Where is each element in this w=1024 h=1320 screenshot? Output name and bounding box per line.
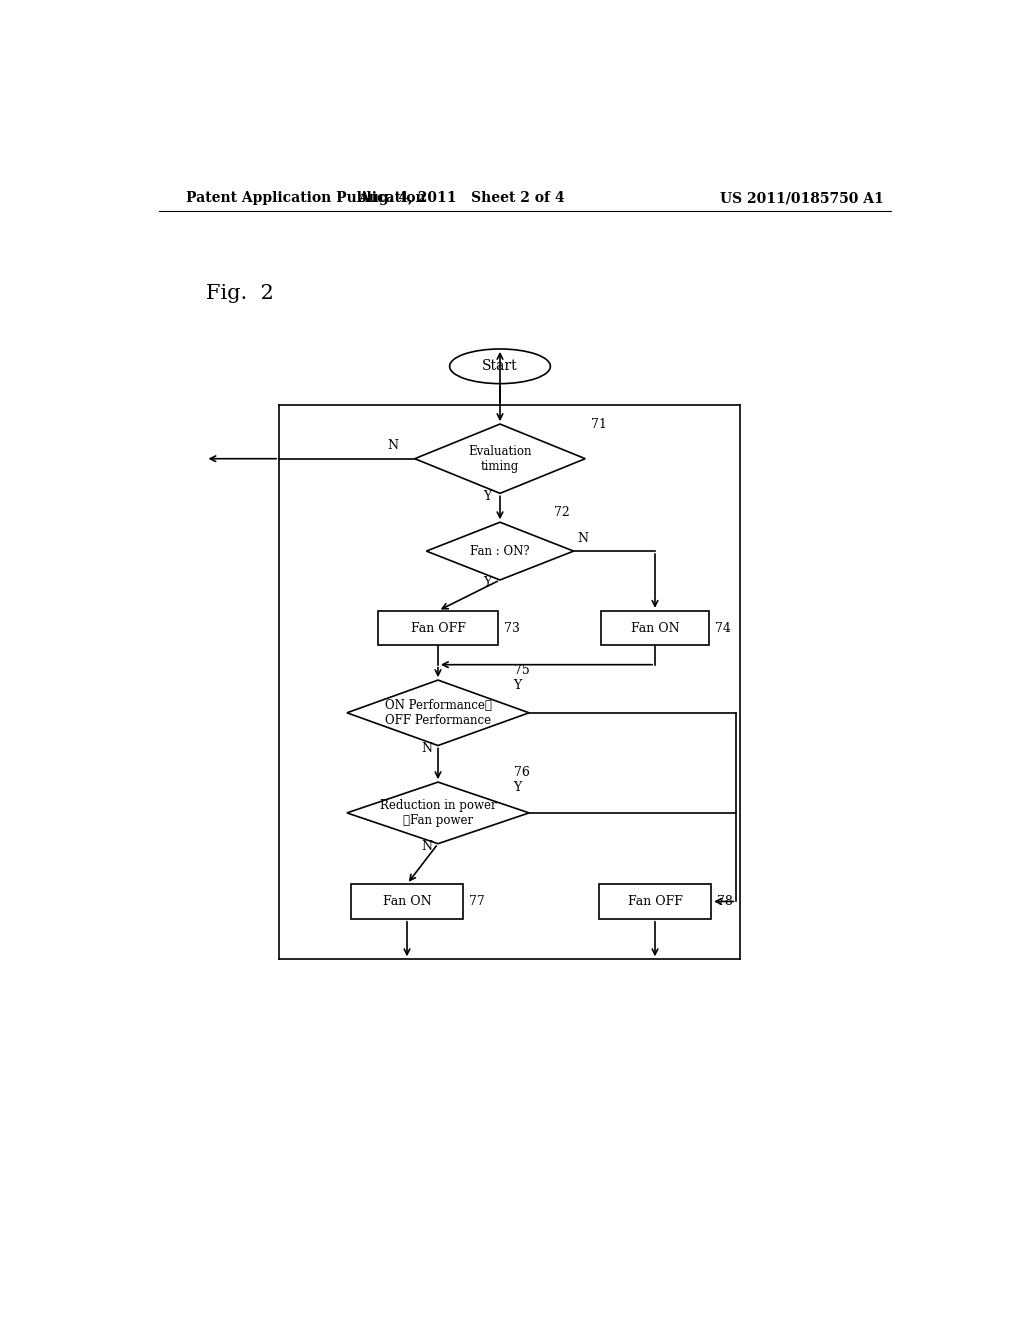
Text: Fan OFF: Fan OFF xyxy=(411,622,466,635)
Text: ON Performance≦
OFF Performance: ON Performance≦ OFF Performance xyxy=(385,698,492,727)
Bar xyxy=(351,884,463,919)
Text: Fig.  2: Fig. 2 xyxy=(206,284,273,302)
Polygon shape xyxy=(426,523,573,579)
Polygon shape xyxy=(415,424,586,494)
Text: N: N xyxy=(388,440,398,453)
Text: Y: Y xyxy=(483,576,492,589)
Text: Fan OFF: Fan OFF xyxy=(628,895,682,908)
Text: Y: Y xyxy=(514,781,522,795)
Text: Y: Y xyxy=(514,680,522,692)
Bar xyxy=(599,884,712,919)
Bar xyxy=(601,611,710,645)
Text: N: N xyxy=(578,532,589,545)
Text: US 2011/0185750 A1: US 2011/0185750 A1 xyxy=(720,191,884,206)
Text: N: N xyxy=(421,742,432,755)
Text: Start: Start xyxy=(482,359,518,374)
Text: 75: 75 xyxy=(514,664,529,677)
Text: 73: 73 xyxy=(504,622,520,635)
Text: Patent Application Publication: Patent Application Publication xyxy=(186,191,426,206)
Text: Fan : ON?: Fan : ON? xyxy=(470,545,529,557)
Text: 77: 77 xyxy=(469,895,485,908)
Text: 76: 76 xyxy=(514,766,529,779)
Text: 71: 71 xyxy=(592,418,607,430)
Text: 78: 78 xyxy=(718,895,733,908)
Polygon shape xyxy=(347,781,529,843)
Text: N: N xyxy=(421,840,432,853)
Text: Y: Y xyxy=(483,490,492,503)
Text: Fan ON: Fan ON xyxy=(383,895,431,908)
Text: 72: 72 xyxy=(554,506,570,519)
Text: Aug. 4, 2011   Sheet 2 of 4: Aug. 4, 2011 Sheet 2 of 4 xyxy=(358,191,564,206)
Text: 74: 74 xyxy=(716,622,731,635)
Polygon shape xyxy=(347,680,529,746)
Text: Evaluation
timing: Evaluation timing xyxy=(468,445,531,473)
Text: Reduction in power
≦Fan power: Reduction in power ≦Fan power xyxy=(380,799,497,826)
Text: Fan ON: Fan ON xyxy=(631,622,679,635)
Bar xyxy=(378,611,498,645)
